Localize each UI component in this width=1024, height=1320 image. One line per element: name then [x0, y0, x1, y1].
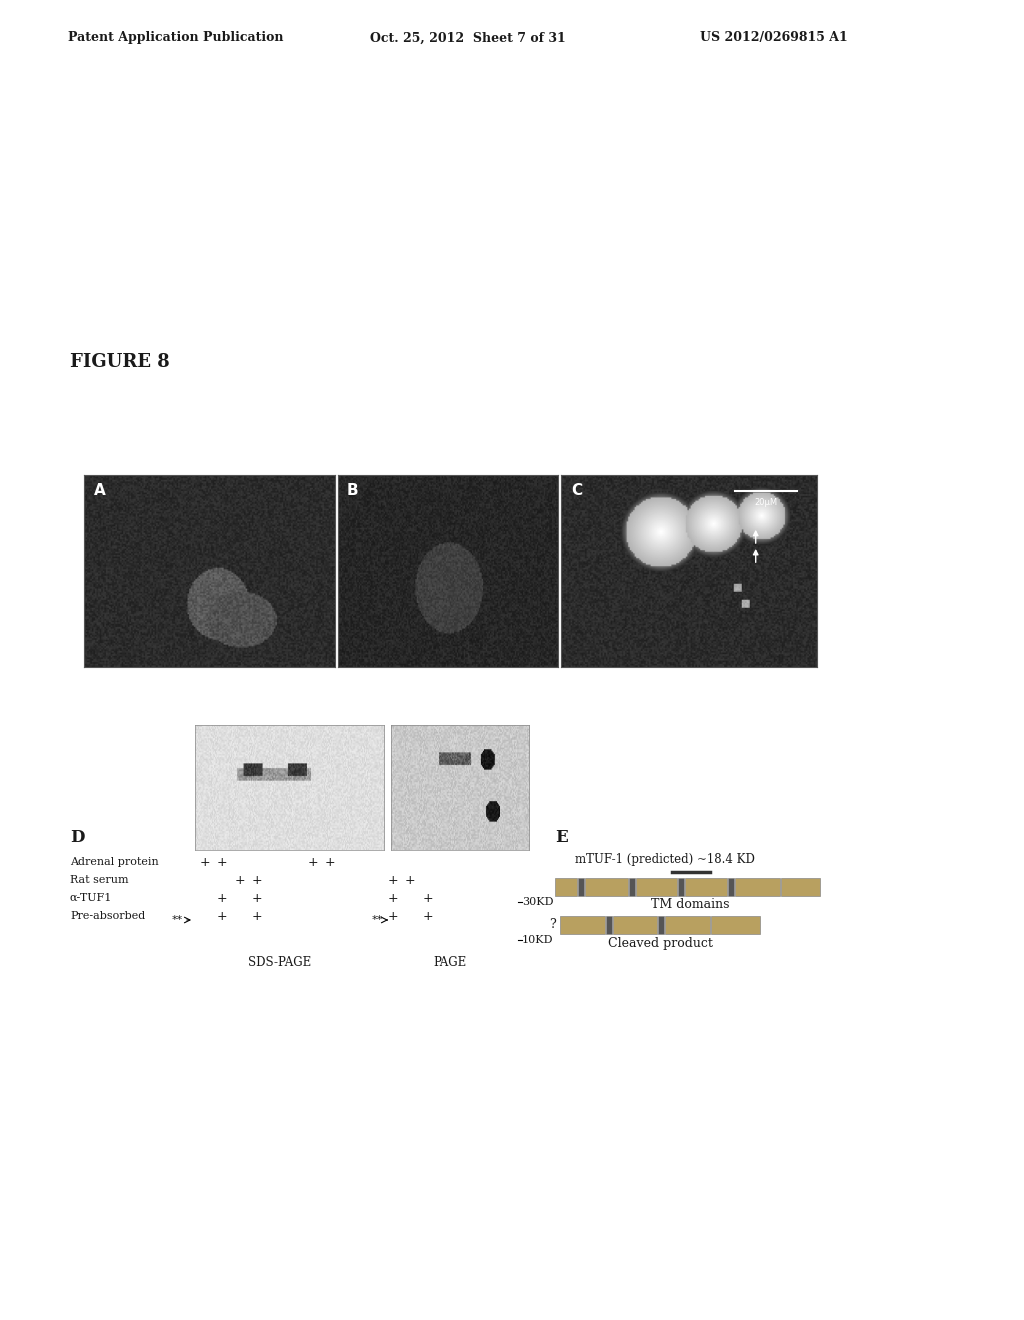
Text: +: + — [200, 855, 210, 869]
Text: B: B — [347, 483, 358, 498]
Text: Pre-absorbed: Pre-absorbed — [70, 911, 145, 921]
Bar — [613, 916, 657, 935]
Text: ?: ? — [550, 919, 556, 932]
Bar — [665, 916, 710, 935]
Text: 20μM: 20μM — [755, 498, 777, 507]
Text: 30KD: 30KD — [522, 898, 554, 907]
Bar — [781, 878, 820, 896]
Text: 10KD: 10KD — [522, 935, 554, 945]
Text: E: E — [555, 829, 567, 846]
Bar — [560, 916, 605, 935]
Bar — [728, 878, 734, 896]
Text: TM domains: TM domains — [650, 899, 729, 912]
Text: +: + — [404, 874, 416, 887]
Text: +: + — [423, 891, 433, 904]
Text: +: + — [388, 891, 398, 904]
Text: +: + — [217, 855, 227, 869]
Bar — [678, 878, 684, 896]
Bar — [629, 878, 635, 896]
Bar — [585, 878, 628, 896]
Bar — [658, 916, 664, 935]
Text: +: + — [217, 891, 227, 904]
Text: +: + — [325, 855, 335, 869]
Text: FIGURE 8: FIGURE 8 — [70, 352, 170, 371]
Text: PAGE: PAGE — [433, 956, 467, 969]
Text: +: + — [217, 909, 227, 923]
Text: D: D — [70, 829, 85, 846]
Text: +: + — [252, 891, 262, 904]
Text: +: + — [234, 874, 246, 887]
Bar — [685, 878, 727, 896]
Text: +: + — [388, 909, 398, 923]
Text: α-TUF1: α-TUF1 — [70, 894, 113, 903]
Text: mTUF-1 (predicted) ~18.4 KD: mTUF-1 (predicted) ~18.4 KD — [575, 854, 755, 866]
Text: US 2012/0269815 A1: US 2012/0269815 A1 — [700, 32, 848, 45]
Text: **: ** — [372, 915, 383, 925]
Bar — [711, 916, 760, 935]
Text: C: C — [571, 483, 583, 498]
Text: A: A — [94, 483, 105, 498]
Text: Adrenal protein: Adrenal protein — [70, 857, 159, 867]
Bar — [606, 916, 612, 935]
Bar — [555, 878, 577, 896]
Bar — [735, 878, 780, 896]
Text: +: + — [423, 909, 433, 923]
Bar — [636, 878, 677, 896]
Text: +: + — [252, 874, 262, 887]
Text: +: + — [307, 855, 318, 869]
Text: Rat serum: Rat serum — [70, 875, 129, 884]
Text: Patent Application Publication: Patent Application Publication — [68, 32, 284, 45]
Text: SDS-PAGE: SDS-PAGE — [249, 956, 311, 969]
Text: Oct. 25, 2012  Sheet 7 of 31: Oct. 25, 2012 Sheet 7 of 31 — [370, 32, 565, 45]
Text: Cleaved product: Cleaved product — [607, 937, 713, 950]
Bar — [578, 878, 584, 896]
Text: **: ** — [172, 915, 183, 925]
Text: +: + — [252, 909, 262, 923]
Text: +: + — [388, 874, 398, 887]
